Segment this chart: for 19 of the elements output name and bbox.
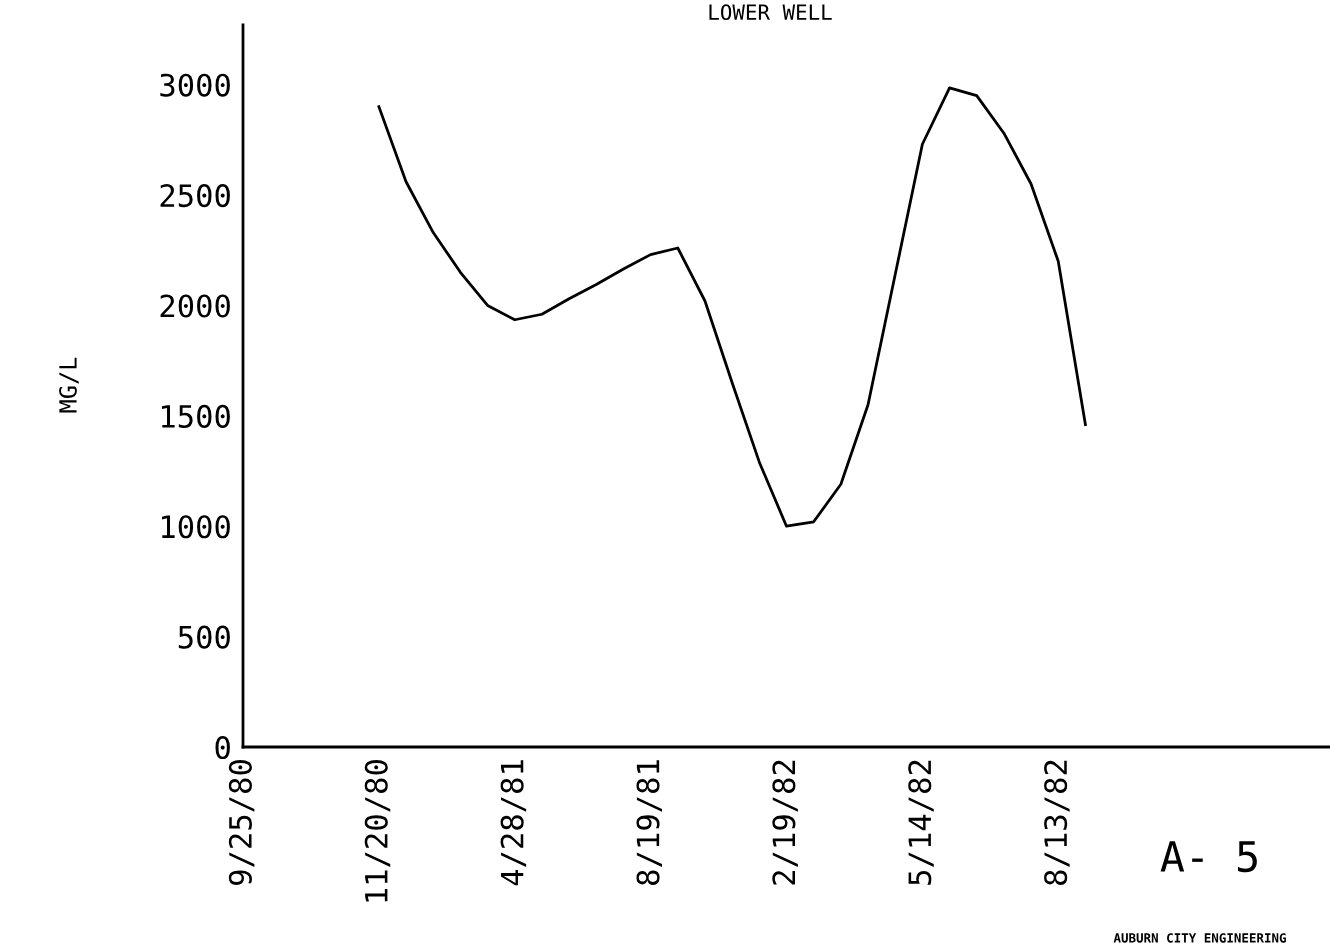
x-tick-label: 2/19/82 bbox=[772, 760, 798, 885]
text: A- 5 bbox=[1160, 841, 1257, 873]
x-tick-label: 8/13/82 bbox=[1044, 760, 1070, 885]
x-tick-label: 5/14/82 bbox=[908, 760, 934, 885]
y-axis-title: MG/L bbox=[59, 357, 79, 413]
y-tick-label: 0 bbox=[215, 736, 230, 760]
y-tick-label: 1000 bbox=[161, 515, 230, 539]
line-series bbox=[377, 86, 1087, 528]
y-tick-label: 2500 bbox=[160, 184, 230, 208]
text: AUBURN CITY ENGINEERING bbox=[1113, 933, 1286, 943]
x-tick-label: 4/28/81 bbox=[500, 760, 527, 886]
y-tick-label: 500 bbox=[178, 625, 230, 649]
chart-title: LOWER WELL bbox=[709, 4, 832, 21]
y-tick-label: 3000 bbox=[160, 73, 230, 97]
y-tick-label: 1500 bbox=[161, 404, 230, 428]
x-tick-label: 9/25/80 bbox=[228, 760, 255, 885]
x-tick-label: 11/20/80 bbox=[364, 760, 391, 902]
x-tick-label: 8/19/81 bbox=[636, 760, 662, 885]
y-tick-label: 2000 bbox=[160, 294, 230, 318]
